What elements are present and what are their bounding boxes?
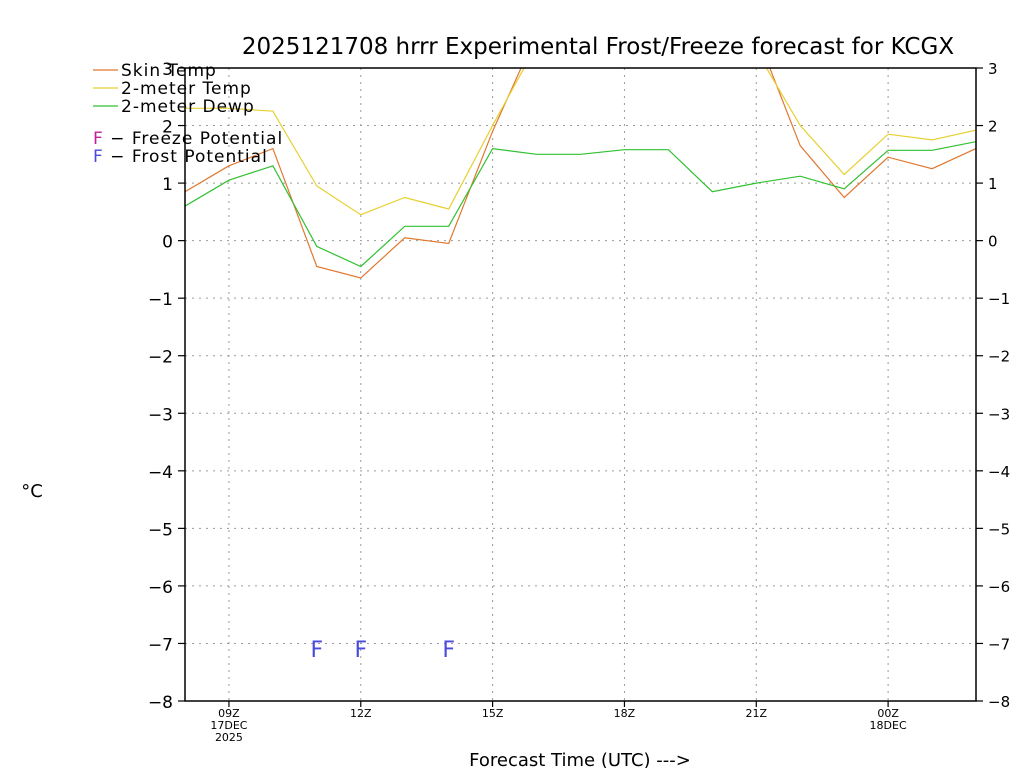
frost-potential-marker: F bbox=[311, 638, 324, 663]
plot-frame bbox=[184, 67, 977, 702]
y-tick-label-left: −3 bbox=[148, 405, 173, 425]
x-axis-label: Forecast Time (UTC) ---> bbox=[469, 750, 691, 768]
y-tick-label-left: 3 bbox=[162, 60, 173, 80]
y-tick-label-left: −6 bbox=[148, 578, 173, 598]
legend-marker-label: − Freeze Potential bbox=[104, 129, 283, 149]
legend-marker-item: F − Frost Potential bbox=[93, 147, 268, 167]
legend-marker-label: − Frost Potential bbox=[104, 147, 268, 167]
frost-potential-marker: F bbox=[442, 638, 455, 663]
y-tick-label-left: −1 bbox=[148, 290, 173, 310]
y-tick-label-left: 0 bbox=[162, 233, 173, 253]
y-tick-label-left: −4 bbox=[148, 463, 173, 483]
y-tick-label-left: −8 bbox=[148, 693, 173, 713]
legend-label: Skin Temp bbox=[121, 61, 217, 81]
y-tick-label-right: 1 bbox=[988, 175, 998, 193]
series-lines bbox=[185, 68, 976, 279]
x-tick-label: 18DEC bbox=[870, 719, 907, 732]
x-tick-label: 18Z bbox=[614, 707, 636, 720]
y-axis-label: °C bbox=[21, 481, 43, 502]
y-tick-label-left: −5 bbox=[148, 520, 173, 540]
y-tick-label-right: 0 bbox=[988, 233, 998, 251]
x-tick-label: 2025 bbox=[215, 731, 243, 744]
legend-label: 2-meter Dewp bbox=[121, 97, 255, 117]
series-line-2-meter-temp bbox=[185, 68, 976, 216]
legend-marker-item: F − Freeze Potential bbox=[93, 129, 283, 149]
y-tick-label-right: −3 bbox=[988, 405, 1010, 423]
y-tick-label-left: −2 bbox=[148, 348, 173, 368]
series-line-skin-temp bbox=[185, 68, 976, 279]
x-tick-label: 15Z bbox=[482, 707, 504, 720]
chart-title: 2025121708 hrrr Experimental Frost/Freez… bbox=[242, 34, 954, 60]
y-tick-label-left: −7 bbox=[148, 635, 173, 655]
y-tick-label-left: 2 bbox=[162, 118, 173, 138]
series-line-2-meter-dewp bbox=[185, 141, 976, 268]
y-tick-label-right: −6 bbox=[988, 578, 1010, 596]
x-tick-label: 17DEC bbox=[210, 719, 247, 732]
x-tick-label: 09Z bbox=[218, 707, 240, 720]
legend-marker-symbol: F bbox=[93, 147, 104, 167]
y-tick-label-right: −2 bbox=[988, 348, 1010, 366]
grid bbox=[185, 68, 976, 701]
x-tick-label: 00Z bbox=[877, 707, 899, 720]
y-tick-label-right: 2 bbox=[988, 118, 998, 136]
y-tick-label-right: −1 bbox=[988, 290, 1010, 308]
frost-potential-marker: F bbox=[354, 638, 367, 663]
x-tick-label: 12Z bbox=[350, 707, 372, 720]
x-tick-label: 21Z bbox=[746, 707, 768, 720]
y-tick-label-right: −8 bbox=[988, 693, 1010, 711]
y-tick-label-right: −7 bbox=[988, 635, 1010, 653]
legend-marker-symbol: F bbox=[93, 129, 104, 149]
y-tick-label-left: 1 bbox=[162, 175, 173, 195]
axes: −8 −8 −7 −7 −6 −6 −5 −5 −4 −4 −3 −3 −2 −2 −1 −1 0 0 1 1 2 2 3 3… bbox=[148, 60, 1010, 744]
legend-label: 2-meter Temp bbox=[121, 79, 252, 99]
y-tick-label-right: 3 bbox=[988, 60, 998, 78]
y-tick-label-right: −5 bbox=[988, 520, 1010, 538]
y-tick-label-right: −4 bbox=[988, 463, 1010, 481]
